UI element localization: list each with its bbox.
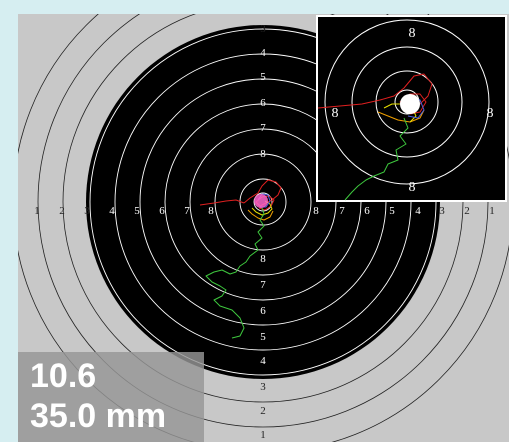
trace-segment-green xyxy=(205,207,265,339)
shot-marker xyxy=(254,194,268,208)
ring-number: 3 xyxy=(260,23,266,35)
ring-number: 4 xyxy=(109,205,115,217)
inset-label-bottom: 8 xyxy=(409,180,416,195)
ring-number: 7 xyxy=(260,122,266,134)
ring-number: 6 xyxy=(159,205,165,217)
inset-ring xyxy=(324,19,490,185)
ring-number: 8 xyxy=(260,148,266,160)
trace-segment-yellow xyxy=(251,200,273,216)
ring-number: 1 xyxy=(260,429,266,441)
ring-number: 5 xyxy=(134,205,140,217)
ring-number: 1 xyxy=(489,205,495,217)
ring-inner xyxy=(214,153,312,251)
ring-number: 7 xyxy=(260,279,266,291)
shot-distance: 35.0 mm xyxy=(30,397,167,435)
ring-number: 6 xyxy=(260,97,266,109)
ring-number: 4 xyxy=(260,47,266,59)
ring-number: 5 xyxy=(260,331,266,343)
score-panel: 10.6 35.0 mm xyxy=(18,352,204,442)
ring-number: 5 xyxy=(389,205,395,217)
ring-number: 3 xyxy=(260,381,266,393)
ring-number: 5 xyxy=(260,71,266,83)
ring-number: 6 xyxy=(364,205,370,217)
ring-number: 3 xyxy=(84,205,90,217)
ring-number: 6 xyxy=(260,305,266,317)
inset-aim-trace xyxy=(317,73,433,201)
inset-ring xyxy=(375,70,439,134)
inset-label-top: 8 xyxy=(409,26,416,41)
ring-number: 7 xyxy=(184,205,190,217)
inset-rings xyxy=(324,19,490,185)
trace-segment-red xyxy=(243,179,282,211)
inset-trace-red xyxy=(317,73,433,115)
inset-label-right: 8 xyxy=(487,106,494,121)
inset-label-left: 8 xyxy=(332,106,339,121)
ring-number: 7 xyxy=(339,205,345,217)
ring-number: 8 xyxy=(208,205,214,217)
inset-trace-green xyxy=(344,117,409,201)
ring-number: 2 xyxy=(464,205,470,217)
ring-number: 8 xyxy=(260,253,266,265)
zoom-inset: 8 8 8 8 xyxy=(316,15,507,202)
ring-number: 8 xyxy=(313,205,319,217)
ring-number: 4 xyxy=(415,205,421,217)
ring-number-labels: 3 4 5 6 7 8 8 7 6 5 4 3 2 1 1 2 3 4 5 6 7 8 8 7 6 5 4 3 2 1 xyxy=(34,23,495,441)
inset-ring xyxy=(351,46,463,158)
ring-number: 1 xyxy=(34,205,40,217)
ring-number: 2 xyxy=(260,405,266,417)
ring-number: 2 xyxy=(59,205,65,217)
shot-score: 10.6 xyxy=(30,357,97,395)
inset-trace-orange xyxy=(377,109,425,123)
trace-segment-red-lead xyxy=(199,199,245,206)
aim-trace xyxy=(199,179,282,339)
inset-shot-marker xyxy=(400,94,420,114)
ring-number: 4 xyxy=(260,355,266,367)
ring-number: 3 xyxy=(439,205,445,217)
